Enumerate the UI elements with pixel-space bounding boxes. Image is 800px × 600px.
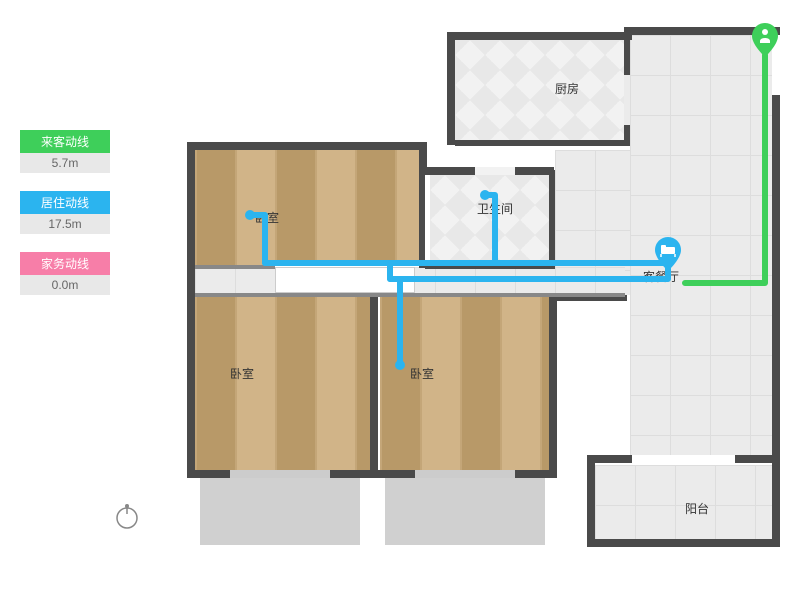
wall xyxy=(187,142,427,150)
legend-item-chore: 家务动线 0.0m xyxy=(20,252,110,295)
wall xyxy=(419,142,427,170)
wall xyxy=(587,455,595,547)
wall xyxy=(455,140,630,146)
label-kitchen: 厨房 xyxy=(555,80,579,97)
window xyxy=(230,470,330,478)
label-bathroom: 卫生间 xyxy=(477,200,513,217)
wall xyxy=(772,455,780,547)
legend-value: 17.5m xyxy=(20,214,110,234)
resident-marker-icon xyxy=(655,237,681,271)
legend-value: 0.0m xyxy=(20,275,110,295)
label-bedroom1: 卧室 xyxy=(255,209,279,226)
wall xyxy=(195,265,275,269)
path-dot xyxy=(480,190,490,200)
label-balcony: 阳台 xyxy=(685,500,709,517)
shadow xyxy=(385,475,545,545)
legend-item-resident: 居住动线 17.5m xyxy=(20,191,110,234)
wall xyxy=(549,170,555,268)
closet xyxy=(275,267,415,293)
wall xyxy=(447,32,455,145)
room-bedroom1 xyxy=(195,150,420,265)
label-bedroom2: 卧室 xyxy=(230,365,254,382)
legend-label: 来客动线 xyxy=(20,130,110,153)
room-bathroom xyxy=(430,175,550,265)
wall xyxy=(549,295,557,478)
door-gap xyxy=(475,167,515,175)
floorplan: 厨房 客餐厅 卫生间 卧室 卧室 卧室 阳台 xyxy=(175,15,785,575)
legend-label: 居住动线 xyxy=(20,191,110,214)
wall xyxy=(735,455,780,463)
legend: 来客动线 5.7m 居住动线 17.5m 家务动线 0.0m xyxy=(20,130,110,313)
wall xyxy=(587,539,780,547)
legend-item-guest: 来客动线 5.7m xyxy=(20,130,110,173)
room-bedroom2 xyxy=(195,295,370,470)
window xyxy=(415,470,515,478)
guest-marker-icon xyxy=(752,23,778,57)
legend-label: 家务动线 xyxy=(20,252,110,275)
room-living xyxy=(630,35,775,455)
path-dot xyxy=(245,210,255,220)
shadow xyxy=(200,475,360,545)
label-bedroom3: 卧室 xyxy=(410,365,434,382)
wall xyxy=(425,263,555,269)
wall xyxy=(447,32,632,40)
wall xyxy=(187,142,195,478)
path-dot xyxy=(395,360,405,370)
wall xyxy=(370,295,378,475)
legend-value: 5.7m xyxy=(20,153,110,173)
compass-icon xyxy=(112,500,142,530)
wall xyxy=(195,293,625,297)
door-gap xyxy=(624,75,630,125)
room-bedroom3 xyxy=(380,295,550,470)
room-kitchen xyxy=(455,40,625,140)
wall xyxy=(587,455,632,463)
wall xyxy=(419,170,425,268)
